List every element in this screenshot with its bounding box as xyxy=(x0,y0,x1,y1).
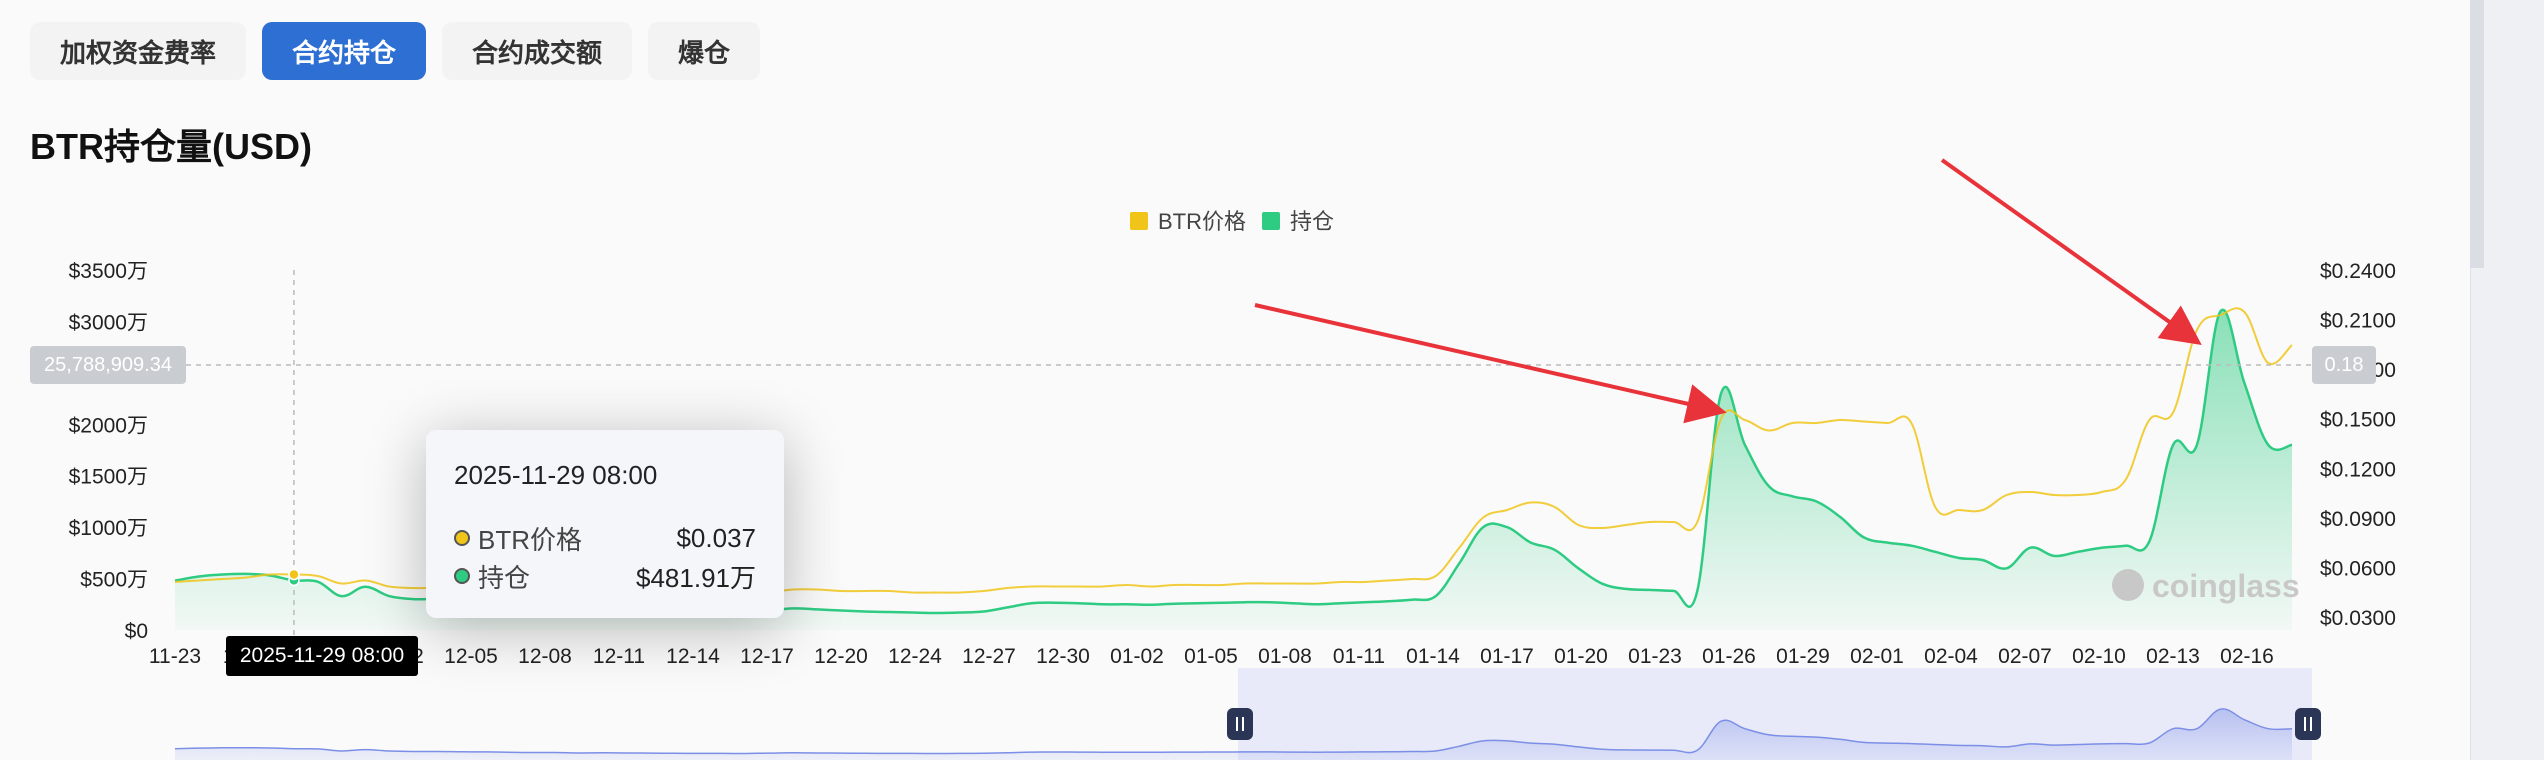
x-tick: 02-10 xyxy=(2072,645,2126,668)
y-left-tick: $2000万 xyxy=(69,414,148,437)
y-left-axis: $0$500万$1000万$1500万$2000万$2500万$3000万$35… xyxy=(69,260,148,643)
x-tick: 12-17 xyxy=(740,645,794,668)
tooltip-price-name: BTR价格 xyxy=(478,524,583,555)
y-right-tick: $0.1500 xyxy=(2320,409,2396,432)
y-right-tick: $0.0600 xyxy=(2320,557,2396,580)
x-tick: 01-29 xyxy=(1776,645,1830,668)
navigator-handle-1 xyxy=(2295,708,2321,740)
legend-label-0: BTR价格 xyxy=(1158,209,1246,234)
x-tick: 12-30 xyxy=(1036,645,1090,668)
range-navigator[interactable] xyxy=(174,668,2321,760)
oi-area xyxy=(175,309,2292,630)
annotation-arrow-2 xyxy=(1940,158,2202,345)
y-right-axis: $0.0300$0.0600$0.0900$0.1200$0.1500$0.18… xyxy=(2320,260,2396,630)
y-right-tick: $0.2100 xyxy=(2320,310,2396,333)
x-tick: 02-16 xyxy=(2220,645,2274,668)
x-tick: 01-26 xyxy=(1702,645,1756,668)
tab-contract-volume[interactable]: 合约成交额 xyxy=(442,22,633,80)
y-right-tick: $0.2400 xyxy=(2320,260,2396,283)
crosshair-left-value: 25,788,909.34 xyxy=(30,346,186,384)
page-scrollbar[interactable] xyxy=(2470,0,2484,268)
x-axis: 11-2311-2611-2912-0212-0512-0812-1112-14… xyxy=(149,645,2274,668)
x-tick: 02-04 xyxy=(1924,645,1978,668)
x-tick: 01-17 xyxy=(1480,645,1534,668)
navigator-handle-0 xyxy=(1227,708,1253,740)
price-dot-icon xyxy=(454,530,470,546)
x-tick: 02-07 xyxy=(1998,645,2052,668)
crosshair xyxy=(186,270,2312,636)
tab-bar: 加权资金费率 合约持仓 合约成交额 爆仓 xyxy=(30,22,761,80)
crosshair-x-label: 2025-11-29 08:00 xyxy=(226,636,418,676)
tooltip-oi-name: 持仓 xyxy=(478,562,531,593)
tooltip-oi-value: $481.91万 xyxy=(636,562,756,593)
x-tick: 12-24 xyxy=(888,645,942,668)
x-tick: 12-27 xyxy=(962,645,1016,668)
watermark-text: coinglass xyxy=(2152,568,2300,604)
x-tick: 01-23 xyxy=(1628,645,1682,668)
x-tick: 12-05 xyxy=(444,645,498,668)
legend-swatch-1 xyxy=(1262,212,1280,230)
y-right-tick: $0.0900 xyxy=(2320,508,2396,531)
x-tick: 01-05 xyxy=(1184,645,1238,668)
tab-liquidations[interactable]: 爆仓 xyxy=(648,22,761,80)
tooltip-price-value: $0.037 xyxy=(676,522,756,553)
y-left-tick: $3000万 xyxy=(69,311,148,334)
tab-open-interest[interactable]: 合约持仓 xyxy=(262,22,427,80)
y-left-tick: $500万 xyxy=(80,569,148,592)
y-left-tick: $1500万 xyxy=(69,466,148,489)
x-tick: 01-20 xyxy=(1554,645,1608,668)
tooltip-row-price: BTR价格 $0.037 xyxy=(454,519,756,557)
x-tick: 01-11 xyxy=(1333,645,1385,668)
x-tick: 12-14 xyxy=(666,645,720,668)
x-tick: 12-11 xyxy=(593,645,645,668)
x-tick: 01-08 xyxy=(1258,645,1312,668)
watermark-logo-icon xyxy=(2112,569,2144,601)
chart-legend: BTR价格 持仓 xyxy=(1130,209,1334,234)
navigator-area xyxy=(175,708,2292,760)
crosshair-price-dot xyxy=(288,568,300,581)
chart-tooltip: 2025-11-29 08:00 BTR价格 $0.037 持仓 $481.91… xyxy=(426,430,784,618)
tab-weighted-funding-rate[interactable]: 加权资金费率 xyxy=(30,22,247,80)
page-title: BTR持仓量(USD) xyxy=(30,126,312,167)
x-tick: 12-08 xyxy=(518,645,572,668)
x-tick: 01-02 xyxy=(1110,645,1164,668)
x-tick: 12-20 xyxy=(814,645,868,668)
crosshair-right-value: 0.18 xyxy=(2312,346,2376,384)
x-tick: 02-01 xyxy=(1850,645,1904,668)
oi-dot-icon xyxy=(454,568,470,584)
tooltip-row-oi: 持仓 $481.91万 xyxy=(454,557,756,595)
tooltip-time: 2025-11-29 08:00 xyxy=(454,460,658,490)
y-right-tick: $0.0300 xyxy=(2320,607,2396,630)
x-tick: 02-13 xyxy=(2146,645,2200,668)
y-left-tick: $3500万 xyxy=(69,260,148,283)
legend-label-1: 持仓 xyxy=(1290,209,1334,234)
watermark: coinglass xyxy=(2112,568,2300,604)
annotation-arrow-1 xyxy=(1254,303,1727,424)
annotation-arrows xyxy=(1254,158,2202,424)
y-left-tick: $0 xyxy=(125,620,148,643)
x-tick: 11-23 xyxy=(149,645,201,668)
navigator-line xyxy=(174,708,2293,755)
y-left-tick: $1000万 xyxy=(69,517,148,540)
y-right-tick: $0.1200 xyxy=(2320,458,2396,481)
legend-swatch-0 xyxy=(1130,212,1148,230)
x-tick: 01-14 xyxy=(1406,645,1460,668)
